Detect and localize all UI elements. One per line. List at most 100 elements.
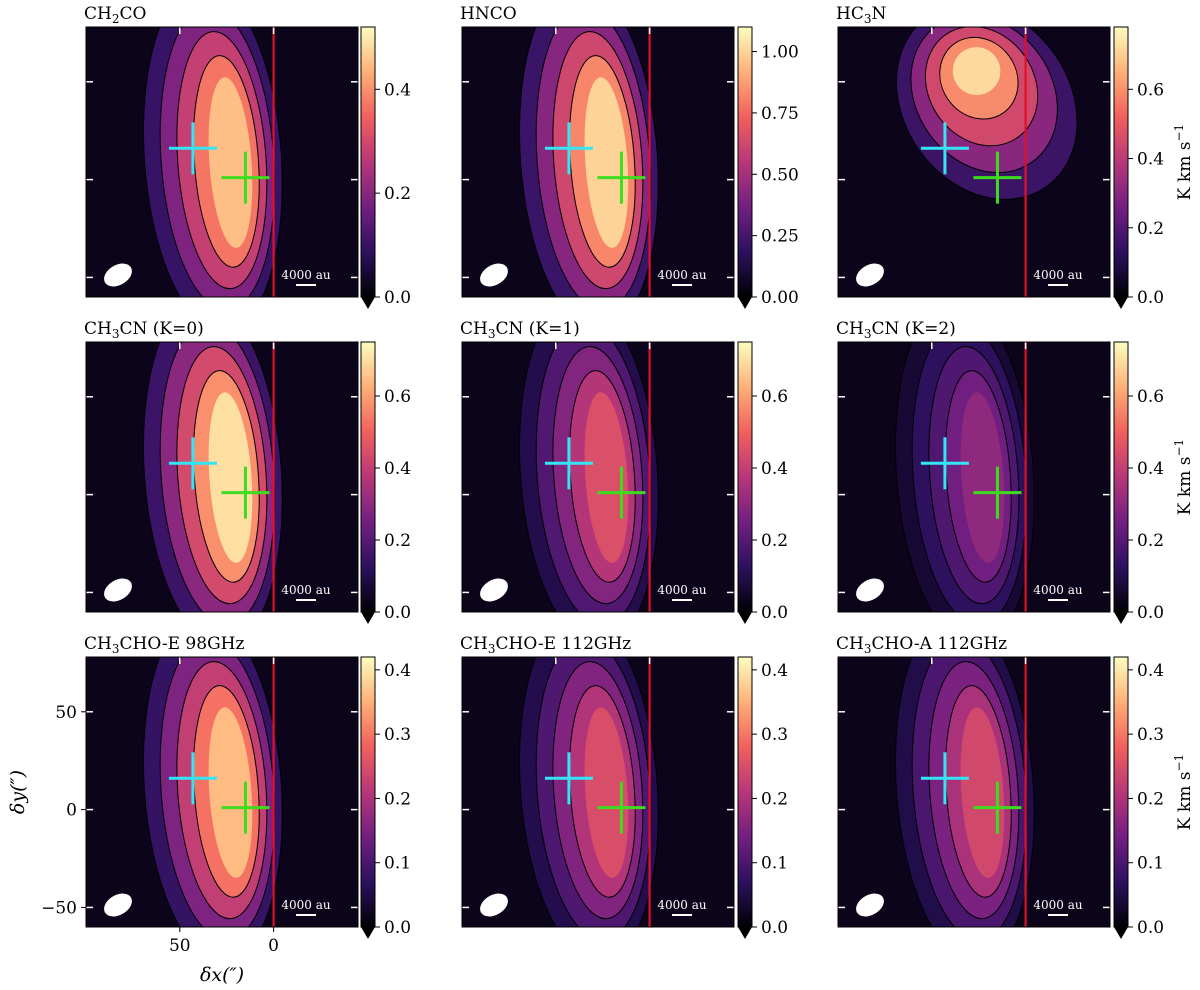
x-tick-label: 0 <box>268 936 279 956</box>
colorbar-tick-label: 0.4 <box>384 661 411 681</box>
colorbar-tick-label: 0.0 <box>761 918 788 938</box>
colorbar-tick-label: 0.2 <box>1137 219 1164 239</box>
colorbar-tick-label: 0.0 <box>1137 288 1164 308</box>
colorbar-extend <box>361 612 375 624</box>
colorbar <box>737 656 753 928</box>
panel: 4000 au CH3CN (K=1) 0.0 0.2 0.4 0.6 <box>460 319 788 624</box>
colorbar-tick-label: 0.2 <box>1137 789 1164 809</box>
colorbar-tick-label: 0.4 <box>761 661 788 681</box>
colorbar-tick-label: 0.4 <box>384 80 411 100</box>
panel-title: CH3CHO-E 98GHz <box>84 634 244 656</box>
colorbar-tick-label: 0.1 <box>1137 854 1164 874</box>
beam-ellipse <box>856 893 884 917</box>
colorbar-label: K km s−1 <box>1172 124 1195 200</box>
panel-frame <box>461 26 735 298</box>
y-tick-label: −50 <box>41 898 77 918</box>
colorbar-tick-label: 0.0 <box>1137 603 1164 623</box>
panel: 4000 au CH3CHO-E 98GHz 0.0 0.1 0.2 0.3 0.4 50 0 −… <box>7 634 411 986</box>
panel-frame <box>85 656 359 928</box>
panel: 4000 au CH3CHO-E 112GHz 0.0 0.1 0.2 0.3 0.4 <box>460 634 788 939</box>
colorbar-tick-label: 0.0 <box>384 918 411 938</box>
emission-layer <box>208 392 253 563</box>
colorbar-label: K km s−1 <box>1172 754 1195 830</box>
colorbar-tick-label: 0.1 <box>761 854 788 874</box>
colorbar-tick-label: 0.00 <box>761 288 799 308</box>
panel-title: HC3N <box>836 4 886 26</box>
colorbar-extend <box>738 612 752 624</box>
colorbar-tick-label: 0.4 <box>1137 150 1164 170</box>
scale-bar-label: 4000 au <box>281 898 331 912</box>
beam-ellipse <box>480 893 508 917</box>
scale-bar-label: 4000 au <box>281 268 331 282</box>
y-tick-label: 0 <box>66 801 77 821</box>
colorbar-label: K km s−1 <box>1172 439 1195 515</box>
colorbar <box>360 26 376 298</box>
colorbar <box>360 656 376 928</box>
colorbar-extend <box>738 297 752 309</box>
colorbar-tick-label: 0.2 <box>384 531 411 551</box>
colorbar-tick-label: 0.2 <box>1137 531 1164 551</box>
panel-title: CH3CHO-A 112GHz <box>836 634 1007 656</box>
colorbar-tick-label: 0.4 <box>761 459 788 479</box>
beam-ellipse <box>856 578 884 602</box>
colorbar-tick-label: 0.3 <box>1137 725 1164 745</box>
panel-frame <box>837 656 1111 928</box>
panel: 4000 au CH3CN (K=2) 0.0 0.2 0.4 0.6 K km s−1 <box>836 319 1195 624</box>
colorbar-tick-label: 0.50 <box>761 165 799 185</box>
scale-bar-label: 4000 au <box>1033 898 1083 912</box>
colorbar-tick-label: 0.25 <box>761 227 799 247</box>
panel-title: CH3CN (K=1) <box>460 319 580 341</box>
colorbar-tick-label: 0.4 <box>384 459 411 479</box>
scale-bar-label: 4000 au <box>657 268 707 282</box>
beam-ellipse <box>480 263 508 287</box>
y-tick-label: 50 <box>55 703 77 723</box>
colorbar-tick-label: 0.0 <box>384 288 411 308</box>
emission-layer <box>960 707 1005 878</box>
emission-layer <box>960 392 1005 563</box>
colorbar <box>1113 656 1129 928</box>
colorbar <box>737 341 753 613</box>
colorbar-tick-label: 0.2 <box>761 789 788 809</box>
emission-layer <box>584 77 629 248</box>
panel: 4000 au HNCO 0.00 0.25 0.50 0.75 1.00 <box>460 4 799 309</box>
colorbar-tick-label: 0.4 <box>1137 661 1164 681</box>
panel: 4000 au CH3CHO-A 112GHz 0.0 0.1 0.2 0.3 0.4 K k… <box>836 634 1195 939</box>
beam-ellipse <box>104 893 132 917</box>
colorbar-tick-label: 1.00 <box>761 43 799 63</box>
colorbar <box>360 341 376 613</box>
panel: 4000 au HC3N 0.0 0.2 0.4 0.6 K km s−1 <box>836 4 1195 309</box>
beam-ellipse <box>104 578 132 602</box>
panel-title: CH3CN (K=2) <box>836 319 956 341</box>
colorbar-tick-label: 0.2 <box>384 789 411 809</box>
panel-frame <box>837 26 1111 298</box>
emission-layer <box>208 77 253 248</box>
x-tick-label: 50 <box>169 936 191 956</box>
panel-frame <box>85 341 359 613</box>
colorbar-tick-label: 0.3 <box>761 725 788 745</box>
scale-bar-label: 4000 au <box>657 583 707 597</box>
emission-layer <box>584 392 629 563</box>
colorbar <box>737 26 753 298</box>
scale-bar-label: 4000 au <box>1033 268 1083 282</box>
colorbar-tick-label: 0.6 <box>761 387 788 407</box>
panel: 4000 au CH2CO 0.0 0.2 0.4 <box>84 4 411 309</box>
scale-bar-label: 4000 au <box>657 898 707 912</box>
emission-layer <box>584 707 629 878</box>
colorbar-tick-label: 0.4 <box>1137 459 1164 479</box>
panel-title: CH3CN (K=0) <box>84 319 204 341</box>
colorbar-extend <box>361 927 375 939</box>
colorbar-extend <box>738 927 752 939</box>
panel-title: HNCO <box>460 4 517 24</box>
y-axis-label: δy(″) <box>7 770 29 814</box>
colorbar-tick-label: 0.0 <box>1137 918 1164 938</box>
x-axis-label: δx(″) <box>200 964 244 986</box>
colorbar-extend <box>1114 612 1128 624</box>
colorbar <box>1113 341 1129 613</box>
colorbar-tick-label: 0.2 <box>761 531 788 551</box>
panel: 4000 au CH3CN (K=0) 0.0 0.2 0.4 0.6 <box>84 319 411 624</box>
colorbar-tick-label: 0.3 <box>384 725 411 745</box>
scale-bar-label: 4000 au <box>281 583 331 597</box>
colorbar-tick-label: 0.6 <box>384 387 411 407</box>
colorbar-extend <box>1114 297 1128 309</box>
panel-title: CH2CO <box>84 4 146 26</box>
